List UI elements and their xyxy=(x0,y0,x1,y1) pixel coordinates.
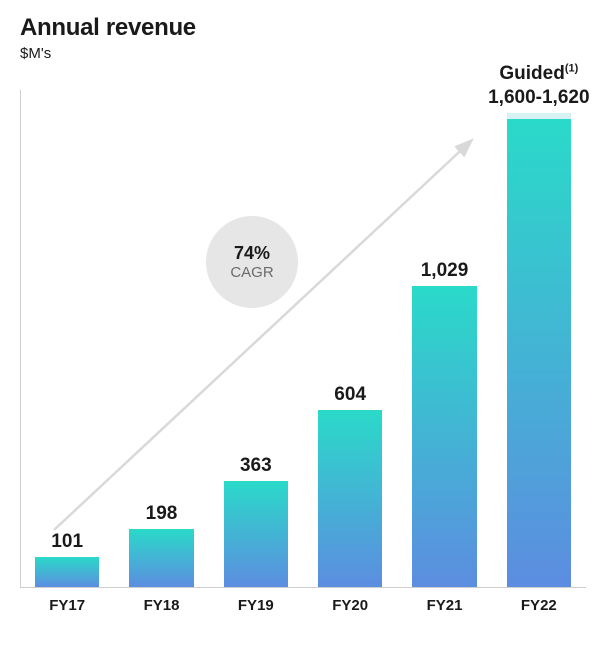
page-subtitle: $M's xyxy=(20,45,51,62)
x-tick-label: FY19 xyxy=(238,597,274,614)
bar xyxy=(35,557,99,587)
bar-value-label: 604 xyxy=(334,384,366,406)
bar-value-label: 101 xyxy=(51,531,83,553)
bar-value-label: 198 xyxy=(146,503,178,525)
bar-value-label: 1,029 xyxy=(421,260,469,282)
bar-extra-label: Guided(1) xyxy=(499,63,578,85)
chart-frame: Annual revenue $M's 74% CAGR 101 198 363 60… xyxy=(0,0,606,657)
cagr-badge: 74% CAGR xyxy=(206,216,298,308)
bar xyxy=(507,119,571,587)
x-tick-label: FY21 xyxy=(427,597,463,614)
bar xyxy=(129,529,193,587)
bar-chart: 74% CAGR 1011983636041,0291,600-1,620Gui… xyxy=(20,90,586,610)
cagr-word: CAGR xyxy=(230,264,273,281)
x-tick-label: FY20 xyxy=(332,597,368,614)
bar-cap xyxy=(507,113,571,119)
x-tick-label: FY17 xyxy=(49,597,85,614)
trend-arrow xyxy=(20,90,586,610)
bar xyxy=(224,481,288,587)
x-tick-label: FY18 xyxy=(144,597,180,614)
x-tick-label: FY22 xyxy=(521,597,557,614)
page-title: Annual revenue xyxy=(20,14,196,42)
bar xyxy=(318,410,382,587)
bar-value-label: 363 xyxy=(240,455,272,477)
bar xyxy=(412,286,476,587)
bar-value-label: 1,600-1,620 xyxy=(488,87,589,109)
cagr-pct: 74% xyxy=(234,243,270,264)
